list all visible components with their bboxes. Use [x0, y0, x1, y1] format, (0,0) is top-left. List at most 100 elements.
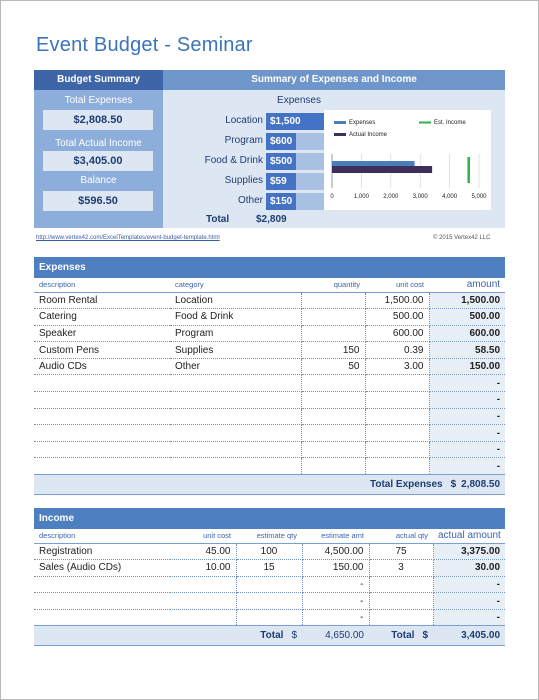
cell-category[interactable] — [170, 457, 302, 476]
cell-actual-amount[interactable]: - — [433, 576, 506, 594]
balance-value[interactable]: $596.50 — [43, 191, 153, 211]
cell-amount[interactable]: - — [429, 441, 506, 459]
cell-unit-cost[interactable] — [170, 592, 237, 610]
actual-total-value[interactable]: 3,405.00 — [433, 625, 506, 647]
cell-estimate-amt[interactable]: - — [302, 592, 370, 610]
cell-category[interactable]: Supplies — [170, 341, 302, 359]
cell-unit-cost[interactable] — [170, 609, 237, 627]
cell-actual-amount[interactable]: - — [433, 592, 506, 610]
cell-amount[interactable]: - — [429, 374, 506, 393]
cell-unit-cost[interactable] — [170, 576, 237, 594]
expense-bar-row: Program $600 — [169, 133, 338, 150]
cell-description[interactable] — [34, 592, 170, 610]
cell-unit-cost[interactable] — [365, 408, 430, 426]
cell-quantity[interactable] — [301, 308, 366, 326]
cell-estimate-amt[interactable]: 150.00 — [302, 559, 370, 577]
cell-amount[interactable]: 500.00 — [429, 308, 506, 326]
cell-unit-cost[interactable] — [365, 391, 430, 409]
total-expenses-value[interactable]: 2,808.50 — [429, 474, 506, 496]
cell-unit-cost[interactable] — [365, 441, 430, 459]
cell-category[interactable] — [170, 408, 302, 426]
cell-description[interactable]: Registration — [34, 543, 170, 561]
cell-actual-qty[interactable] — [369, 576, 434, 594]
cell-estimate-amt[interactable]: 4,500.00 — [302, 543, 370, 561]
cell-unit-cost[interactable] — [365, 374, 430, 393]
cell-unit-cost[interactable] — [365, 424, 430, 442]
cell-description[interactable] — [34, 408, 170, 426]
total-actual-income-value[interactable]: $3,405.00 — [43, 151, 153, 171]
cell-description[interactable] — [34, 374, 170, 393]
total-expenses-value[interactable]: $2,808.50 — [43, 110, 153, 130]
cell-actual-qty[interactable]: 3 — [369, 559, 434, 577]
cell-quantity[interactable] — [301, 408, 366, 426]
expense-bar: $600 — [266, 133, 296, 150]
cell-quantity[interactable] — [301, 374, 366, 393]
col-amount: amount — [429, 278, 506, 293]
cell-description[interactable]: Speaker — [34, 325, 170, 343]
cell-estimate-qty[interactable]: 100 — [236, 543, 303, 561]
cell-quantity[interactable] — [301, 441, 366, 459]
cell-description[interactable]: Room Rental — [34, 292, 170, 310]
cell-unit-cost[interactable]: 10.00 — [170, 559, 237, 577]
vertex42-link[interactable]: http://www.vertex42.com/ExcelTemplates/e… — [36, 235, 220, 241]
cell-amount[interactable]: 600.00 — [429, 325, 506, 343]
cell-unit-cost[interactable]: 600.00 — [365, 325, 430, 343]
cell-category[interactable]: Other — [170, 358, 302, 376]
cell-estimate-qty[interactable] — [236, 609, 303, 627]
cell-actual-amount[interactable]: 3,375.00 — [433, 543, 506, 561]
cell-actual-qty[interactable] — [369, 592, 434, 610]
cell-description[interactable] — [34, 609, 170, 627]
cell-unit-cost[interactable] — [365, 457, 430, 476]
cell-estimate-qty[interactable] — [236, 592, 303, 610]
cell-description[interactable]: Custom Pens — [34, 341, 170, 359]
cell-description[interactable]: Audio CDs — [34, 358, 170, 376]
currency-symbol: $ — [450, 479, 457, 491]
cell-amount[interactable]: - — [429, 408, 506, 426]
cell-description[interactable] — [34, 424, 170, 442]
cell-category[interactable]: Program — [170, 325, 302, 343]
cell-estimate-qty[interactable] — [236, 576, 303, 594]
expense-bar-label: Food & Drink — [204, 155, 263, 166]
cell-amount[interactable]: - — [429, 391, 506, 409]
cell-category[interactable]: Food & Drink — [170, 308, 302, 326]
cell-category[interactable] — [170, 441, 302, 459]
cell-quantity[interactable] — [301, 325, 366, 343]
cell-description[interactable] — [34, 391, 170, 409]
cell-actual-amount[interactable]: 30.00 — [433, 559, 506, 577]
cell-amount[interactable]: 58.50 — [429, 341, 506, 359]
cell-description[interactable] — [34, 441, 170, 459]
cell-amount[interactable]: 1,500.00 — [429, 292, 506, 310]
cell-estimate-amt[interactable]: - — [302, 576, 370, 594]
cell-unit-cost[interactable]: 1,500.00 — [365, 292, 430, 310]
cell-unit-cost[interactable]: 0.39 — [365, 341, 430, 359]
cell-quantity[interactable] — [301, 292, 366, 310]
cell-estimate-qty[interactable]: 15 — [236, 559, 303, 577]
cell-quantity[interactable] — [301, 424, 366, 442]
cell-category[interactable] — [170, 424, 302, 442]
cell-quantity[interactable] — [301, 391, 366, 409]
expense-total-value[interactable]: $2,809 — [256, 214, 287, 225]
cell-category[interactable] — [170, 391, 302, 409]
estimate-total-value[interactable]: 4,650.00 — [302, 625, 369, 647]
cell-quantity[interactable]: 50 — [301, 358, 366, 376]
cell-amount[interactable]: - — [429, 457, 506, 476]
cell-quantity[interactable]: 150 — [301, 341, 366, 359]
cell-description[interactable]: Sales (Audio CDs) — [34, 559, 170, 577]
cell-description[interactable]: Catering — [34, 308, 170, 326]
cell-category[interactable]: Location — [170, 292, 302, 310]
cell-estimate-amt[interactable]: - — [302, 609, 370, 627]
cell-amount[interactable]: - — [429, 424, 506, 442]
table-row: -- — [34, 576, 506, 594]
cell-description[interactable] — [34, 457, 170, 476]
cell-unit-cost[interactable]: 45.00 — [170, 543, 237, 561]
summary-expenses-income-header: Summary of Expenses and Income — [163, 70, 505, 90]
cell-quantity[interactable] — [301, 457, 366, 476]
cell-unit-cost[interactable]: 3.00 — [365, 358, 430, 376]
cell-actual-qty[interactable]: 75 — [369, 543, 434, 561]
cell-actual-qty[interactable] — [369, 609, 434, 627]
cell-category[interactable] — [170, 374, 302, 393]
cell-unit-cost[interactable]: 500.00 — [365, 308, 430, 326]
cell-description[interactable] — [34, 576, 170, 594]
cell-actual-amount[interactable]: - — [433, 609, 506, 627]
cell-amount[interactable]: 150.00 — [429, 358, 506, 376]
